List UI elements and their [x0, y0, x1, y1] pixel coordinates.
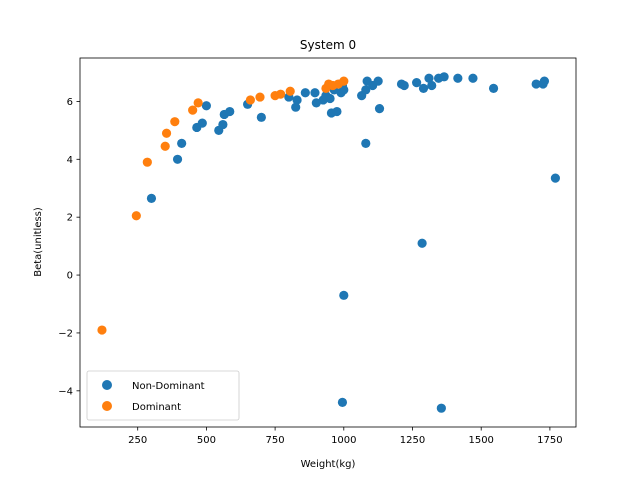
data-point-non-dominant: [436, 403, 446, 413]
x-axis-title: Weight(kg): [301, 459, 356, 470]
data-point-non-dominant: [300, 88, 310, 98]
data-point-non-dominant: [339, 290, 349, 300]
data-point-non-dominant: [374, 104, 385, 114]
data-point-non-dominant: [531, 79, 541, 89]
data-point-non-dominant: [412, 78, 422, 88]
data-point-non-dominant: [488, 83, 499, 93]
data-point-non-dominant: [550, 173, 560, 183]
data-point-non-dominant: [424, 73, 434, 83]
y-tick-label: −4: [58, 386, 73, 397]
x-axis-ticks: 250 500 750 1000 1250 1500 1750: [128, 427, 563, 446]
x-tick-label: 750: [266, 435, 285, 446]
x-tick-label: 1250: [400, 435, 425, 446]
data-point-non-dominant: [417, 238, 427, 248]
data-point-non-dominant: [201, 101, 211, 111]
plot-frame: [79, 57, 577, 428]
legend: Non-Dominant Dominant: [86, 370, 240, 421]
data-point-non-dominant: [439, 72, 449, 82]
y-axis-title: Beta(unitless): [33, 207, 44, 277]
data-point-non-dominant: [373, 76, 383, 86]
data-point-non-dominant: [256, 112, 266, 122]
y-tick-label: 6: [67, 97, 73, 108]
data-point-dominant: [255, 92, 265, 102]
series-non-dominant: [146, 72, 560, 413]
data-point-dominant: [161, 128, 172, 138]
data-point-dominant: [160, 141, 170, 151]
data-point-non-dominant: [218, 119, 228, 130]
legend-box: [86, 370, 240, 421]
legend-marker-dominant: [102, 401, 112, 411]
data-point-non-dominant: [418, 83, 429, 93]
legend-label-dominant: Dominant: [132, 402, 181, 413]
y-tick-label: 4: [67, 155, 73, 166]
data-point-non-dominant: [177, 138, 187, 148]
data-point-non-dominant: [292, 95, 302, 105]
data-point-dominant: [170, 117, 180, 127]
data-point-dominant: [276, 89, 286, 99]
data-point-non-dominant: [361, 138, 371, 148]
y-tick-label: −2: [58, 328, 73, 339]
data-point-dominant: [188, 105, 198, 115]
data-point-non-dominant: [146, 193, 157, 203]
data-points: [97, 72, 560, 413]
data-point-non-dominant: [291, 102, 301, 112]
data-point-dominant: [339, 76, 349, 86]
data-point-dominant: [245, 95, 255, 105]
x-tick-label: 500: [197, 435, 216, 446]
data-point-non-dominant: [310, 88, 320, 98]
data-point-non-dominant: [361, 85, 371, 95]
series-dominant: [97, 76, 349, 335]
x-tick-label: 1500: [468, 435, 493, 446]
data-point-dominant: [131, 211, 141, 221]
y-tick-label: 2: [67, 213, 73, 224]
legend-label-non-dominant: Non-Dominant: [132, 381, 205, 392]
data-point-non-dominant: [311, 98, 321, 108]
data-point-non-dominant: [332, 106, 342, 117]
data-point-non-dominant: [399, 80, 409, 91]
x-tick-label: 250: [128, 435, 147, 446]
data-point-non-dominant: [468, 73, 478, 83]
chart-title: System 0: [300, 38, 356, 52]
data-point-non-dominant: [339, 85, 349, 95]
data-point-dominant: [193, 98, 203, 108]
data-point-dominant: [97, 325, 107, 335]
data-point-non-dominant: [453, 73, 463, 83]
data-point-dominant: [285, 86, 295, 96]
data-point-non-dominant: [197, 118, 207, 128]
legend-marker-non-dominant: [102, 380, 112, 390]
data-point-non-dominant: [337, 397, 348, 407]
data-point-non-dominant: [172, 154, 183, 164]
data-point-non-dominant: [325, 93, 335, 104]
data-point-non-dominant: [225, 106, 235, 117]
x-tick-label: 1750: [537, 435, 562, 446]
x-tick-label: 1000: [331, 435, 356, 446]
data-point-non-dominant: [539, 76, 550, 86]
data-point-dominant: [142, 157, 152, 167]
y-axis-ticks: −4 −2 0 2 4 6: [58, 97, 80, 397]
y-tick-label: 0: [67, 271, 73, 282]
data-point-non-dominant: [427, 80, 437, 91]
